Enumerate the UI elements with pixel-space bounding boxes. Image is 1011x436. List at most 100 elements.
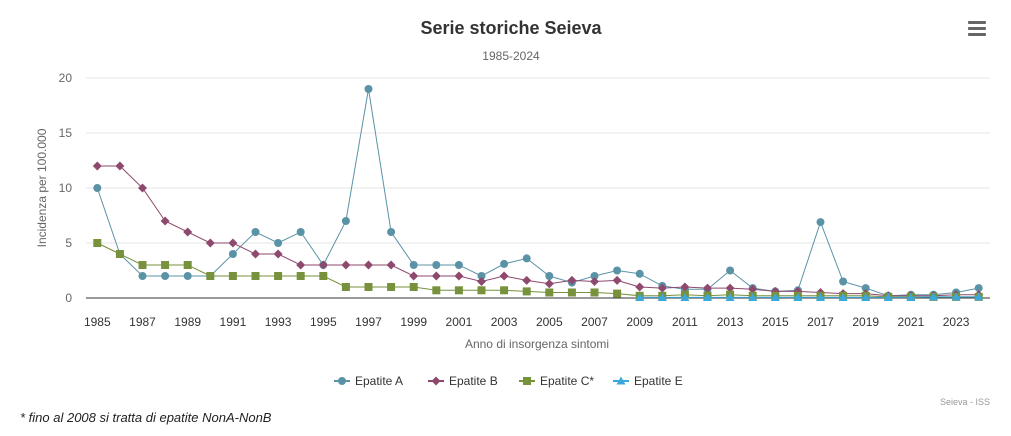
- data-point[interactable]: [635, 269, 644, 278]
- data-point[interactable]: [206, 272, 215, 280]
- data-point[interactable]: [432, 286, 441, 295]
- data-point[interactable]: [522, 275, 532, 285]
- data-point[interactable]: [613, 289, 622, 298]
- data-point[interactable]: [590, 288, 599, 297]
- data-point[interactable]: [477, 277, 486, 286]
- data-point[interactable]: [703, 292, 712, 301]
- data-point[interactable]: [477, 272, 486, 280]
- data-point[interactable]: [613, 266, 622, 275]
- data-point[interactable]: [183, 227, 193, 237]
- data-point[interactable]: [138, 272, 147, 280]
- data-point[interactable]: [726, 266, 735, 275]
- data-point[interactable]: [115, 250, 124, 258]
- data-point[interactable]: [274, 272, 283, 280]
- data-point[interactable]: [725, 283, 735, 293]
- legend-item[interactable]: Epatite A: [334, 374, 403, 388]
- data-point[interactable]: [409, 283, 418, 291]
- data-point[interactable]: [816, 218, 825, 227]
- data-point[interactable]: [680, 282, 690, 292]
- data-point[interactable]: [138, 261, 147, 269]
- data-point[interactable]: [929, 292, 938, 301]
- data-point[interactable]: [319, 272, 328, 280]
- data-point[interactable]: [748, 292, 758, 301]
- data-point[interactable]: [273, 249, 283, 259]
- data-point[interactable]: [251, 249, 260, 259]
- data-point[interactable]: [545, 272, 554, 280]
- data-point[interactable]: [861, 292, 871, 301]
- legend-item[interactable]: Epatite C*: [519, 374, 594, 388]
- data-point[interactable]: [770, 292, 780, 301]
- data-point[interactable]: [138, 183, 147, 193]
- data-point[interactable]: [906, 292, 916, 301]
- data-point[interactable]: [432, 261, 441, 269]
- data-point[interactable]: [974, 284, 983, 293]
- data-point[interactable]: [454, 286, 463, 295]
- data-point[interactable]: [318, 260, 328, 270]
- data-point[interactable]: [500, 259, 509, 268]
- data-point[interactable]: [296, 260, 306, 270]
- data-point[interactable]: [725, 292, 735, 301]
- data-point[interactable]: [296, 272, 305, 280]
- data-point[interactable]: [499, 271, 509, 281]
- data-point[interactable]: [161, 261, 170, 269]
- data-point[interactable]: [590, 277, 599, 286]
- data-point[interactable]: [341, 217, 350, 225]
- data-point[interactable]: [838, 292, 848, 301]
- data-point[interactable]: [205, 238, 215, 248]
- data-point[interactable]: [590, 272, 599, 280]
- data-point[interactable]: [657, 292, 667, 301]
- data-point[interactable]: [544, 279, 554, 289]
- legend-item[interactable]: Epatite B: [428, 374, 498, 388]
- data-point[interactable]: [680, 292, 690, 301]
- data-point[interactable]: [251, 272, 260, 280]
- data-point[interactable]: [296, 228, 305, 236]
- data-point[interactable]: [545, 288, 554, 297]
- data-point[interactable]: [500, 286, 509, 295]
- data-point[interactable]: [567, 288, 576, 297]
- data-point[interactable]: [522, 254, 531, 263]
- data-point[interactable]: [228, 250, 237, 258]
- data-point[interactable]: [251, 228, 260, 236]
- data-point[interactable]: [748, 284, 758, 294]
- data-point[interactable]: [409, 261, 418, 269]
- data-point[interactable]: [951, 292, 961, 301]
- data-point[interactable]: [454, 271, 464, 281]
- data-point[interactable]: [387, 283, 396, 291]
- data-point[interactable]: [92, 161, 102, 171]
- data-point[interactable]: [161, 272, 170, 280]
- data-point[interactable]: [861, 284, 870, 293]
- data-point[interactable]: [183, 261, 192, 269]
- data-point[interactable]: [93, 184, 102, 192]
- data-point[interactable]: [115, 161, 125, 171]
- hamburger-menu-icon[interactable]: [964, 18, 990, 40]
- data-point[interactable]: [409, 271, 419, 281]
- data-point[interactable]: [228, 238, 238, 248]
- data-point[interactable]: [657, 283, 667, 293]
- data-point[interactable]: [386, 260, 396, 270]
- data-point[interactable]: [635, 282, 645, 292]
- data-point[interactable]: [183, 272, 192, 280]
- data-point[interactable]: [274, 239, 283, 247]
- data-point[interactable]: [612, 275, 622, 285]
- data-point[interactable]: [793, 292, 803, 301]
- data-point[interactable]: [160, 216, 170, 226]
- data-point[interactable]: [228, 272, 237, 280]
- data-point[interactable]: [522, 287, 531, 296]
- data-point[interactable]: [364, 85, 373, 93]
- data-point[interactable]: [364, 283, 373, 291]
- data-point[interactable]: [635, 292, 645, 301]
- data-point[interactable]: [364, 260, 373, 270]
- data-point[interactable]: [477, 286, 486, 295]
- chart-credits[interactable]: Seieva - ISS: [940, 397, 990, 407]
- data-point[interactable]: [454, 261, 463, 269]
- data-point[interactable]: [703, 283, 712, 293]
- data-point[interactable]: [431, 271, 441, 281]
- data-point[interactable]: [883, 292, 893, 301]
- data-point[interactable]: [341, 260, 351, 270]
- data-point[interactable]: [974, 292, 984, 301]
- data-point[interactable]: [341, 283, 350, 291]
- data-point[interactable]: [839, 277, 848, 286]
- data-point[interactable]: [387, 228, 396, 236]
- legend-item[interactable]: Epatite E: [613, 374, 683, 388]
- data-point[interactable]: [93, 239, 102, 247]
